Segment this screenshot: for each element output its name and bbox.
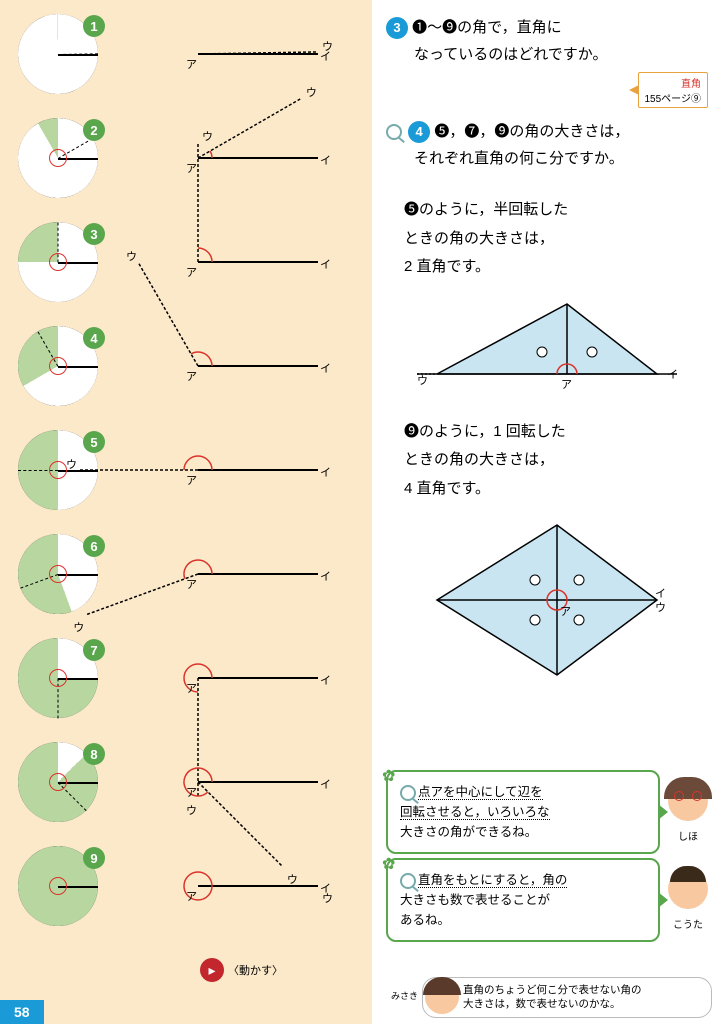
ray-diagram: アイウ: [138, 316, 378, 416]
angle-pie: 2: [18, 118, 98, 198]
footer-question: みさき 直角のちょうど何こ分で表せない角の 大きさは，数で表せないのかな。: [422, 977, 712, 1018]
page-number: 58: [0, 1000, 44, 1024]
ray-diagram: アイウ: [138, 732, 378, 832]
ray-diagram: アイウ: [138, 628, 378, 728]
angle-badge: 2: [83, 119, 105, 141]
angle-pie: 1: [18, 14, 98, 94]
magnifier-icon: [386, 124, 402, 140]
angle-row-8: 8アイウ: [18, 742, 98, 822]
q3-badge: 3: [386, 17, 408, 39]
angle-badge: 6: [83, 535, 105, 557]
angle-badge: 8: [83, 743, 105, 765]
ray-diagram: アイウ: [138, 108, 378, 208]
ray-diagram: アイウ: [138, 4, 378, 104]
figure-half-turn: ウ ア イ: [417, 294, 677, 394]
name-kouta: こうた: [668, 916, 708, 931]
fig2-a: ア: [560, 603, 571, 619]
magnifier-icon: [400, 785, 416, 801]
move-icon: ▸: [200, 958, 224, 982]
question-3: 3 ❶～❾の角で，直角に なっているのはどれですか。 直角 155ページ⑨: [386, 14, 708, 108]
q3-line1: ❶～❾の角で，直角に: [412, 19, 561, 36]
magnifier-icon: [400, 873, 416, 889]
name-shiho: しほ: [668, 828, 708, 843]
right-content-column: 3 ❶～❾の角で，直角に なっているのはどれですか。 直角 155ページ⑨ 4 …: [372, 0, 722, 1024]
explain-5: ❺のように，半回転した ときの角の大きさは， 2 直角です。: [404, 196, 708, 282]
angle-pie: 3: [18, 222, 98, 302]
clover-icon: ✿: [382, 852, 395, 878]
footer-l1: 直角のちょうど何こ分で表せない角の: [463, 984, 642, 996]
exp9-l1: ❾のように，1 回転した: [404, 423, 566, 440]
angle-row-9: 9アイウ: [18, 846, 98, 926]
move-hint: ▸ 〈動かす〉: [200, 958, 283, 982]
angle-pie: 4: [18, 326, 98, 406]
speech-bubble-1: ✿ 点アを中心にして辺を 回転させると，いろいろな 大きさの角ができるね。: [386, 770, 660, 854]
angle-row-6: 6アイウ: [18, 534, 98, 614]
q4-line1: ❺，❼，❾の角の大きさは，: [434, 123, 629, 140]
avatar-misaki: [425, 980, 459, 1014]
angle-row-2: 2アイウ: [18, 118, 98, 198]
speech-bubble-2: ✿ 直角をもとにすると，角の 大きさも数で表せることが あるね。: [386, 858, 660, 942]
angle-badge: 4: [83, 327, 105, 349]
angle-badge: 5: [83, 431, 105, 453]
ray-diagram: アイウ: [138, 524, 378, 624]
fig1-a: ア: [561, 376, 572, 392]
fig2-u: ウ: [655, 599, 666, 615]
exp5-l3: 2 直角です。: [404, 253, 708, 282]
sp1-l1: 点アを中心にして辺を: [418, 785, 543, 800]
fig1-u: ウ: [417, 372, 428, 388]
clover-icon: ✿: [382, 764, 395, 790]
fig1-i: イ: [667, 366, 678, 382]
speech-row-1: ✿ 点アを中心にして辺を 回転させると，いろいろな 大きさの角ができるね。 しほ: [386, 770, 708, 854]
exp5-l1: ❺のように，半回転した: [404, 201, 568, 218]
ref-top: 直角: [681, 79, 701, 90]
sp1-l2: 回転させると，いろいろな: [400, 805, 550, 820]
figure-full-turn: ア イ ウ: [427, 515, 667, 685]
footer-l2: 大きさは，数で表せないのかな。: [463, 998, 621, 1010]
angle-badge: 1: [83, 15, 105, 37]
ray-diagram: アイウ: [138, 212, 378, 312]
question-4: 4 ❺，❼，❾の角の大きさは， それぞれ直角の何こ分ですか。: [386, 118, 708, 172]
sp1-l3: 大きさの角ができるね。: [400, 825, 537, 839]
exp9-l2: ときの角の大きさは，: [404, 446, 708, 475]
left-angle-column: 1アイウ 2アイウ 3アイウ 4アイウ 5アイウ 6アイウ 7アイウ 8アイウ 9アイウ ▸ 〈…: [0, 0, 372, 1024]
angle-badge: 9: [83, 847, 105, 869]
avatar-kouta: [668, 869, 708, 909]
angle-row-4: 4アイウ: [18, 326, 98, 406]
name-misaki: みさき: [391, 990, 418, 1003]
q3-line2: なっているのはどれですか。: [414, 41, 708, 68]
avatar-shiho: [668, 781, 708, 821]
q4-line2: それぞれ直角の何こ分ですか。: [414, 145, 708, 172]
angle-pie: 9: [18, 846, 98, 926]
angle-row-3: 3アイウ: [18, 222, 98, 302]
angle-badge: 3: [83, 223, 105, 245]
explain-9: ❾のように，1 回転した ときの角の大きさは， 4 直角です。: [404, 418, 708, 504]
angle-row-1: 1アイウ: [18, 14, 98, 94]
sp2-l3: あるね。: [400, 913, 450, 927]
sp2-l2: 大きさも数で表せることが: [400, 893, 550, 907]
angle-pie: 7: [18, 638, 98, 718]
move-label: 〈動かす〉: [228, 962, 283, 978]
reference-tag: 直角 155ページ⑨: [638, 72, 709, 108]
ref-bottom: 155ページ⑨: [645, 94, 702, 105]
exp9-l3: 4 直角です。: [404, 475, 708, 504]
angle-pie: 6: [18, 534, 98, 614]
ray-diagram: アイウ: [138, 420, 378, 520]
angle-pie: 8: [18, 742, 98, 822]
q4-badge: 4: [408, 121, 430, 143]
angle-row-5: 5アイウ: [18, 430, 98, 510]
exp5-l2: ときの角の大きさは，: [404, 225, 708, 254]
ray-diagram: アイウ: [138, 836, 378, 936]
angle-row-7: 7アイウ: [18, 638, 98, 718]
sp2-l1: 直角をもとにすると，角の: [418, 873, 567, 888]
angle-badge: 7: [83, 639, 105, 661]
speech-row-2: ✿ 直角をもとにすると，角の 大きさも数で表せることが あるね。 こうた: [386, 858, 708, 942]
